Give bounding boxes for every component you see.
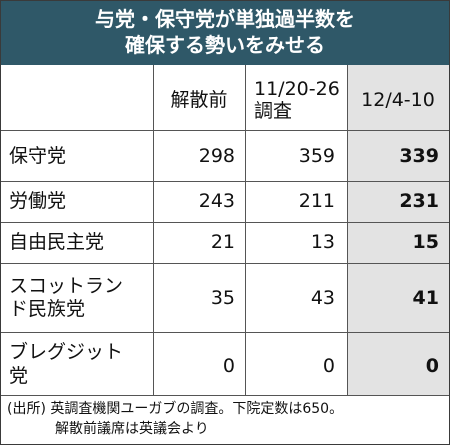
party-name-line-1: ブレグジット <box>9 341 124 363</box>
column-divider <box>347 65 348 395</box>
column-header-survey-2: 12/4-10 <box>361 89 435 111</box>
row-divider <box>1 263 449 264</box>
party-name: 労働党 <box>9 190 67 212</box>
seats-before: 0 <box>222 355 235 377</box>
seats-survey-2: 231 <box>399 190 439 212</box>
seats-survey-1: 0 <box>322 355 335 377</box>
seats-survey-2: 0 <box>425 355 439 377</box>
seats-before: 21 <box>210 231 235 253</box>
seats-survey-2: 339 <box>399 145 439 167</box>
party-name-line-2: 党 <box>9 365 29 387</box>
column-header-survey-1-line-1: 11/20-26 <box>254 78 340 100</box>
latest-survey-column-highlight <box>347 65 449 395</box>
row-divider <box>1 395 449 396</box>
seats-survey-1: 13 <box>310 231 335 253</box>
seats-before: 35 <box>210 287 235 309</box>
seats-before: 298 <box>198 145 235 167</box>
row-divider <box>1 222 449 223</box>
title-line-1: 与党・保守党が単独過半数を <box>95 7 355 31</box>
seats-survey-1: 359 <box>298 145 335 167</box>
seats-survey-1: 43 <box>310 287 335 309</box>
row-divider <box>1 181 449 182</box>
source-note: (出所) 英調査機関ユーガブの調査。下院定数は650。 解散前議席は英議会より <box>7 399 343 439</box>
seats-survey-2: 41 <box>412 287 439 309</box>
column-divider <box>153 65 154 395</box>
party-name: 自由民主党 <box>9 231 105 253</box>
source-note-line-2: 解散前議席は英議会より <box>55 421 209 437</box>
seats-survey-1: 211 <box>298 190 335 212</box>
party-name-line-2: ド民族党 <box>9 298 86 320</box>
party-name: 保守党 <box>9 145 67 167</box>
row-divider <box>1 332 449 333</box>
source-note-line-1: (出所) 英調査機関ユーガブの調査。下院定数は650。 <box>7 401 344 417</box>
column-divider <box>245 65 246 395</box>
title-banner: 与党・保守党が単独過半数を 確保する勢いをみせる <box>1 1 449 65</box>
party-name-line-1: スコットラン <box>9 275 124 297</box>
column-header-survey-1-line-2: 調査 <box>254 100 293 122</box>
title-line-2: 確保する勢いをみせる <box>125 33 325 57</box>
seats-before: 243 <box>198 190 235 212</box>
column-header-before-dissolution: 解散前 <box>170 89 228 111</box>
row-divider <box>1 130 449 131</box>
seats-survey-2: 15 <box>412 231 439 253</box>
